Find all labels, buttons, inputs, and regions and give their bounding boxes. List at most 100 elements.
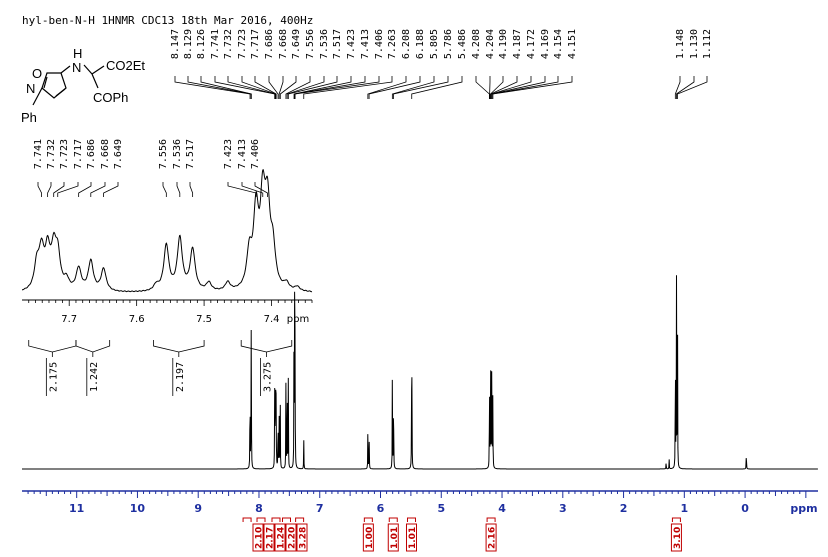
- inset-integral-bracket: [28, 340, 77, 353]
- spectrum-line: [22, 275, 818, 470]
- integral-value: 3.28: [299, 527, 309, 549]
- inset-peak-label: 7.732: [46, 139, 57, 169]
- inset-leader-line: [47, 182, 52, 197]
- ppm-tick-label: 2: [620, 502, 628, 515]
- peak-leader-line: [279, 76, 297, 99]
- peak-leader-line: [303, 76, 393, 99]
- peak-leader-line: [285, 76, 311, 99]
- peak-leader-line: [391, 76, 435, 99]
- peak-label: 7.517: [332, 29, 343, 59]
- integral-bracket: [242, 517, 252, 522]
- integral-box: [285, 523, 297, 552]
- integral-value: 2.17: [266, 527, 276, 549]
- peak-label: 6.208: [401, 29, 412, 59]
- peak-label: 7.423: [346, 29, 357, 59]
- peak-leader-line: [368, 76, 421, 99]
- peak-label: 4.154: [553, 29, 564, 59]
- peak-leader-line: [492, 76, 573, 99]
- inset-leader-line: [241, 182, 264, 197]
- inset-leader-line: [90, 182, 106, 197]
- integral-value: 2.20: [288, 527, 298, 549]
- inset-peak-label: 7.423: [223, 139, 234, 169]
- peak-leader-line: [214, 76, 276, 99]
- ppm-tick-label: 4: [498, 502, 506, 515]
- peak-label: 8.126: [196, 29, 207, 59]
- integral-box: [670, 523, 682, 552]
- peak-label: 5.786: [443, 29, 454, 59]
- peak-leader-line: [254, 76, 277, 99]
- peak-label: 6.188: [415, 29, 426, 59]
- peak-leader-line: [286, 76, 325, 99]
- integral-box: [263, 523, 275, 552]
- molecule-structure: O N N H CO2Et COPh Ph: [21, 46, 145, 125]
- peak-leader-line: [268, 76, 279, 99]
- integral-bracket: [363, 517, 373, 522]
- inset-tick-label: 7.6: [129, 314, 145, 325]
- peak-leader-line: [287, 76, 338, 99]
- integral-bracket: [671, 517, 681, 522]
- inset-tick-label: 7.4: [264, 314, 280, 325]
- integral-box: [274, 523, 286, 552]
- ring-oxygen: O: [32, 66, 42, 81]
- peak-label: 5.805: [429, 29, 440, 59]
- peak-leader-line: [393, 76, 449, 99]
- inset-tick-label: 7.5: [196, 314, 212, 325]
- peak-leader-line: [674, 76, 681, 99]
- inset-peak-label: 7.536: [172, 139, 183, 169]
- peak-label: 1.130: [689, 29, 700, 59]
- integral-box: [252, 523, 264, 552]
- peak-label: 4.172: [526, 29, 537, 59]
- peak-label: 7.263: [387, 29, 398, 59]
- ppm-tick-label: 1: [680, 502, 688, 515]
- main-spectrum-trace: [22, 275, 818, 470]
- peak-label: 4.190: [498, 29, 509, 59]
- peak-leader-line: [491, 76, 546, 99]
- inset-integral-bracket: [240, 340, 293, 353]
- peak-leader-line: [174, 76, 251, 99]
- inset-axis-unit: ppm: [287, 314, 309, 325]
- inset-integral-value: 1.242: [89, 362, 100, 392]
- inset-leader-line: [37, 182, 42, 197]
- inset-leader-line: [57, 182, 79, 197]
- peak-label: 4.208: [471, 29, 482, 59]
- peak-label: 7.717: [250, 29, 261, 59]
- ppm-tick-label: 11: [69, 502, 84, 515]
- inset-leader-line: [176, 182, 181, 197]
- integral-value: 1.01: [390, 527, 400, 549]
- integral-box: [296, 523, 308, 552]
- inset-peak-label: 7.556: [158, 139, 169, 169]
- main-peak-labels: 8.147 8.129 8.126 7.741 7.732 7.723 7.717 7.686…: [170, 29, 713, 99]
- inset-integral-bracket: [75, 340, 111, 353]
- peak-label: 8.147: [170, 29, 181, 59]
- inset-peak-label: 7.741: [33, 139, 44, 169]
- ppm-tick-label: 3: [559, 502, 567, 515]
- ppm-tick-label: 6: [377, 502, 385, 515]
- main-integrals: 2.10 2.17 1.24 2.20 3.28 1.00 1.01 1.01 2.16 3.10: [242, 517, 683, 552]
- inset-peak-label: 7.649: [113, 139, 124, 169]
- integral-value: 2.16: [488, 527, 498, 549]
- integral-box: [362, 523, 374, 552]
- spectrum-title: hyl-ben-N-H 1HNMR CDC13 18th Mar 2016, 4…: [22, 14, 313, 27]
- integral-bracket: [295, 517, 305, 522]
- peak-label: 7.406: [374, 29, 385, 59]
- peak-label: 7.649: [291, 29, 302, 59]
- integral-box: [485, 523, 497, 552]
- peak-label: 1.148: [675, 29, 686, 59]
- peak-label: 7.723: [237, 29, 248, 59]
- peak-label: 7.536: [319, 29, 330, 59]
- integral-bracket: [281, 517, 291, 522]
- peak-leader-line: [490, 76, 518, 99]
- inset-integral-value: 2.175: [48, 362, 59, 392]
- ester-group: CO2Et: [106, 58, 145, 73]
- inset-integral-value: 3.275: [262, 362, 273, 392]
- integral-bracket: [388, 517, 398, 522]
- ppm-tick-label: 7: [316, 502, 324, 515]
- inset-leader-line: [53, 182, 65, 197]
- inset-integrals: 2.175 1.242 2.197 3.275: [28, 340, 293, 396]
- amine-nitrogen: N: [72, 60, 81, 75]
- peak-label: 7.413: [360, 29, 371, 59]
- integral-value: 1.01: [408, 527, 418, 549]
- ppm-tick-label: 8: [255, 502, 263, 515]
- peak-label: 5.486: [457, 29, 468, 59]
- peak-label: 4.204: [485, 29, 496, 59]
